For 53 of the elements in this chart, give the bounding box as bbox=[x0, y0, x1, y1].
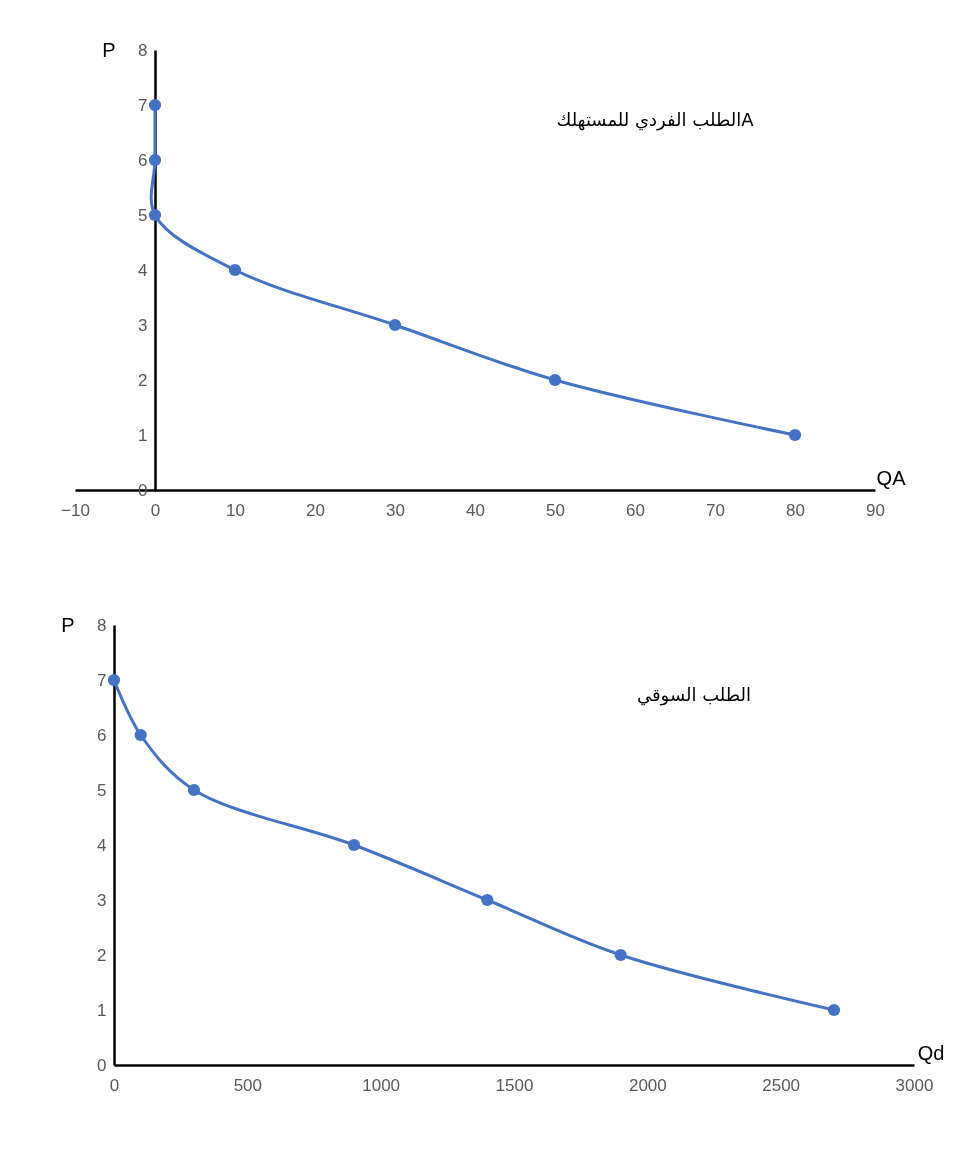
point bbox=[614, 948, 627, 962]
point bbox=[788, 428, 802, 442]
x-tick-label: 90 bbox=[866, 500, 885, 520]
x-tick-label: −10 bbox=[61, 500, 90, 520]
point bbox=[827, 1003, 841, 1017]
x-tick-label: 40 bbox=[466, 500, 485, 520]
y-tick-label: 3 bbox=[138, 315, 148, 335]
x-tick-label: 10 bbox=[226, 500, 245, 520]
point bbox=[148, 208, 162, 222]
x-tick-label: 60 bbox=[626, 500, 645, 520]
y-tick-label: 2 bbox=[97, 945, 107, 965]
x-tick-label: 1500 bbox=[495, 1075, 534, 1095]
x-tick-label: 80 bbox=[786, 500, 805, 520]
y-tick-label: 2 bbox=[138, 370, 148, 390]
x-tick-label: 3000 bbox=[895, 1075, 934, 1095]
y-axis-title: P bbox=[61, 613, 75, 636]
x-tick-label: 500 bbox=[233, 1075, 263, 1095]
text: الطلب السوقي bbox=[636, 684, 752, 706]
y-tick-label: 6 bbox=[138, 150, 148, 170]
point bbox=[148, 153, 162, 167]
text: الطلب الفردي للمستهلكA bbox=[556, 109, 755, 131]
y-tick-label: 4 bbox=[138, 260, 148, 280]
point bbox=[481, 893, 494, 907]
point bbox=[134, 728, 147, 742]
point bbox=[388, 318, 402, 332]
y-tick-label: 1 bbox=[97, 1000, 107, 1020]
x-tick-label: 1000 bbox=[362, 1075, 401, 1095]
point bbox=[347, 838, 361, 852]
x-axis-title: Qd bbox=[917, 1041, 945, 1064]
y-tick-label: 7 bbox=[138, 95, 148, 115]
x-tick-label: 70 bbox=[706, 500, 725, 520]
y-tick-label: 5 bbox=[97, 780, 107, 800]
x-tick-label: 30 bbox=[386, 500, 405, 520]
y-tick-label: 1 bbox=[138, 425, 148, 445]
x-tick-label: 50 bbox=[546, 500, 565, 520]
x-axis-title: QA bbox=[876, 466, 907, 489]
point bbox=[548, 373, 562, 387]
y-tick-label: 8 bbox=[97, 615, 107, 635]
y-tick-label: 6 bbox=[97, 725, 107, 745]
point bbox=[107, 673, 121, 687]
y-tick-label: 4 bbox=[97, 835, 107, 855]
x-tick-label: 20 bbox=[306, 500, 325, 520]
point bbox=[148, 98, 162, 112]
x-tick-label: 2000 bbox=[628, 1075, 667, 1095]
y-tick-label: 5 bbox=[138, 205, 148, 225]
y-axis-title: P bbox=[102, 38, 116, 61]
x-tick-label: 2500 bbox=[762, 1075, 801, 1095]
point bbox=[187, 783, 201, 797]
y-tick-label: 7 bbox=[97, 670, 107, 690]
point bbox=[228, 263, 242, 277]
y-tick-label: 3 bbox=[97, 890, 107, 910]
y-tick-label: 0 bbox=[97, 1055, 107, 1075]
y-tick-label: 8 bbox=[138, 40, 148, 60]
